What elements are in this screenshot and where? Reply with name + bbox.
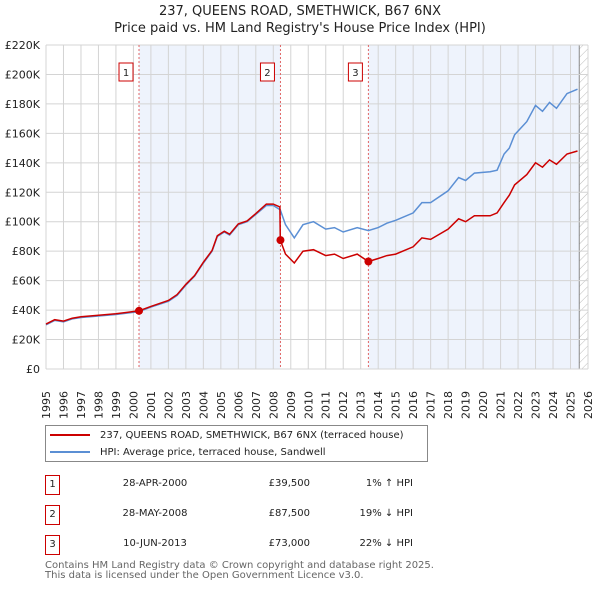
sale-marker-box (347, 62, 363, 82)
x-tick-label: 2026 (582, 391, 595, 419)
legend-label: 237, QUEENS ROAD, SMETHWICK, B67 6NX (te… (100, 429, 404, 441)
y-tick-label: £140K (5, 157, 41, 170)
y-tick-label: £180K (5, 98, 41, 111)
legend-label: HPI: Average price, terraced house, Sand… (100, 446, 326, 458)
x-tick-label: 2001 (145, 391, 158, 419)
y-tick-label: £100K (5, 216, 41, 229)
x-tick-label: 2015 (390, 391, 403, 419)
x-tick-label: 2008 (267, 391, 280, 419)
x-tick-label: 2025 (565, 391, 578, 419)
property-price-line (45, 150, 578, 325)
sale-marker-box (118, 62, 134, 82)
transaction-row: 1 28-APR-2000 £39,500 1% ↑ HPI (45, 475, 465, 495)
y-tick-label: £40K (12, 304, 41, 317)
x-tick-label: 2002 (162, 391, 175, 419)
chart-title: 237, QUEENS ROAD, SMETHWICK, B67 6NX (158, 4, 441, 19)
sale-point (364, 257, 373, 266)
y-tick-label: £20K (12, 334, 41, 347)
legend-swatch-blue (50, 451, 90, 453)
x-tick-label: 2016 (407, 391, 420, 419)
x-tick-label: 2019 (460, 391, 473, 419)
legend-item-property: 237, QUEENS ROAD, SMETHWICK, B67 6NX (te… (50, 427, 404, 443)
transaction-price: £73,000 (268, 538, 310, 549)
x-tick-label: 2010 (302, 391, 315, 419)
transaction-number: 1 (45, 475, 60, 495)
footer-licence: This data is licensed under the Open Gov… (45, 570, 364, 581)
shaded-region (368, 45, 580, 369)
x-tick-label: 2018 (442, 391, 455, 419)
x-tick-label: 1995 (40, 391, 53, 419)
forecast-hatch (579, 45, 588, 369)
transaction-number: 3 (45, 535, 60, 555)
y-tick-label: £60K (12, 275, 41, 288)
x-tick-label: 2011 (320, 391, 333, 419)
x-tick-label: 2014 (372, 391, 385, 419)
x-tick-label: 2013 (355, 391, 368, 419)
y-tick-label: £220K (5, 39, 41, 52)
x-tick-label: 2009 (285, 391, 298, 419)
line-chart: 1995 1996 1997 1998 1999 2000 2001 2002 2003 2004… (5, 39, 595, 419)
footer-copyright: Contains HM Land Registry data © Crown c… (45, 560, 434, 571)
legend-swatch-red (50, 434, 90, 436)
transaction-number: 2 (45, 505, 60, 525)
x-tick-label: 2017 (425, 391, 438, 419)
x-tick-label: 1997 (75, 391, 88, 419)
sale-marker-box (259, 62, 275, 82)
transaction-price: £39,500 (268, 478, 310, 489)
transaction-row: 3 10-JUN-2013 £73,000 22% ↓ HPI (45, 535, 465, 555)
y-tick-label: £120K (5, 186, 41, 199)
y-tick-label: £0 (26, 363, 40, 376)
x-tick-label: 2005 (215, 391, 228, 419)
x-tick-label: 2006 (232, 391, 245, 419)
sale-marker-number: 3 (352, 68, 358, 79)
x-tick-label: 2012 (337, 391, 350, 419)
x-tick-label: 2007 (250, 391, 263, 419)
shaded-region (139, 45, 281, 369)
y-tick-label: £160K (5, 127, 41, 140)
transaction-hpi: 19% ↓ HPI (359, 508, 413, 519)
sale-marker-number: 2 (264, 68, 270, 79)
hpi-line (45, 88, 578, 326)
transaction-price: £87,500 (268, 508, 310, 519)
x-tick-label: 2003 (180, 391, 193, 419)
y-tick-label: £200K (5, 68, 41, 81)
x-tick-label: 2021 (495, 391, 508, 419)
x-tick-label: 1998 (92, 391, 105, 419)
x-tick-label: 2004 (197, 391, 210, 419)
chart-subtitle: Price paid vs. HM Land Registry's House … (114, 21, 486, 36)
x-tick-label: 2022 (512, 391, 525, 419)
sale-point (135, 306, 144, 315)
transaction-hpi: 1% ↑ HPI (365, 478, 413, 489)
x-tick-label: 2020 (477, 391, 490, 419)
sale-point (276, 236, 285, 245)
transaction-date: 28-APR-2000 (122, 478, 188, 489)
sale-marker-number: 1 (123, 68, 129, 79)
transaction-date: 28-MAY-2008 (122, 508, 188, 519)
transaction-date: 10-JUN-2013 (123, 538, 187, 549)
x-tick-label: 1996 (57, 391, 70, 419)
legend-item-hpi: HPI: Average price, terraced house, Sand… (50, 444, 326, 460)
x-tick-label: 2023 (530, 391, 543, 419)
legend: 237, QUEENS ROAD, SMETHWICK, B67 6NX (te… (45, 425, 428, 462)
y-tick-label: £80K (12, 245, 41, 258)
transaction-hpi: 22% ↓ HPI (359, 538, 413, 549)
x-tick-label: 2024 (547, 391, 560, 419)
transaction-row: 2 28-MAY-2008 £87,500 19% ↓ HPI (45, 505, 465, 525)
x-tick-label: 1999 (110, 391, 123, 419)
x-tick-label: 2000 (127, 391, 140, 419)
